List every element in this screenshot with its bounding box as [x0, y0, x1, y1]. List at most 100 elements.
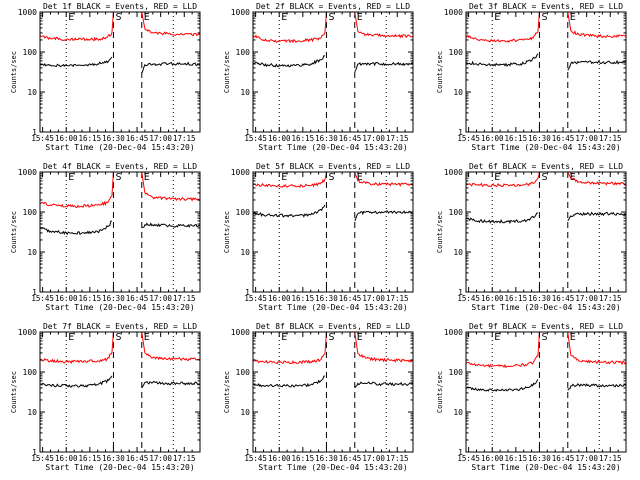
y-tick-label: 1	[245, 448, 250, 457]
x-tick-label: 16:30	[102, 294, 125, 303]
x-tick-label: 17:00	[362, 294, 385, 303]
panel-title: Det 2f BLACK = Events, RED = LLD	[256, 2, 410, 11]
lld-rate-line	[354, 12, 413, 39]
event-marker-label: E	[144, 172, 150, 183]
x-tick-label: 16:30	[528, 454, 551, 463]
x-tick-label: 16:15	[292, 294, 315, 303]
event-marker-label: S	[115, 172, 121, 183]
lld-rate-line	[567, 332, 626, 366]
x-tick-label: 15:45	[31, 454, 54, 463]
event-marker-label: S	[541, 172, 547, 183]
x-axis-label: Start Time (20-Dec-04 15:43:20)	[45, 143, 194, 152]
plot-frame	[39, 11, 201, 133]
x-tick-label: 17:15	[599, 454, 622, 463]
y-tick-label: 1	[32, 128, 37, 137]
event-marker-label: S	[115, 332, 121, 343]
x-axis-label: Start Time (20-Dec-04 15:43:20)	[258, 143, 407, 152]
y-tick-label: 100	[23, 208, 38, 217]
x-tick-label: 16:30	[528, 134, 551, 143]
event-marker-label: E	[570, 172, 576, 183]
y-tick-label: 1	[32, 288, 37, 297]
x-tick-label: 16:15	[505, 134, 528, 143]
y-tick-label: 1	[32, 448, 37, 457]
x-tick-label: 16:15	[292, 134, 315, 143]
event-marker-label: E	[68, 172, 74, 183]
x-tick-label: 16:45	[339, 454, 362, 463]
events-rate-line	[141, 222, 200, 229]
y-axis-label: Counts/sec	[223, 371, 231, 413]
event-marker-label: E	[68, 332, 74, 343]
event-marker-label: E	[494, 12, 500, 23]
y-tick-label: 1000	[444, 328, 463, 337]
x-tick-label: 15:45	[31, 294, 54, 303]
y-tick-label: 1000	[18, 328, 37, 337]
events-rate-line	[40, 375, 113, 388]
x-axis-label: Start Time (20-Dec-04 15:43:20)	[471, 463, 620, 472]
events-rate-line	[466, 212, 538, 225]
lld-rate-line	[466, 12, 540, 43]
x-tick-label: 15:45	[457, 134, 480, 143]
event-marker-label: S	[328, 172, 334, 183]
events-rate-line	[40, 56, 113, 68]
y-tick-label: 1	[245, 128, 250, 137]
lld-rate-line	[253, 172, 327, 188]
x-axis-label: Start Time (20-Dec-04 15:43:20)	[45, 303, 194, 312]
events-rate-line	[253, 55, 325, 68]
y-axis-label: Counts/sec	[223, 211, 231, 253]
y-axis-label: Counts/sec	[10, 371, 18, 413]
x-tick-label: 17:00	[575, 454, 598, 463]
lld-rate-line	[567, 12, 626, 39]
event-marker-label: E	[357, 172, 363, 183]
event-marker-label: E	[570, 12, 576, 23]
y-tick-label: 10	[240, 88, 250, 97]
x-tick-label: 16:45	[126, 294, 149, 303]
x-tick-label: 16:00	[481, 134, 504, 143]
lld-rate-line	[40, 172, 114, 209]
plot-frame	[39, 331, 201, 453]
x-tick-label: 15:45	[244, 454, 267, 463]
x-tick-label: 16:30	[315, 454, 338, 463]
x-tick-label: 17:15	[173, 294, 196, 303]
event-marker-label: E	[494, 332, 500, 343]
lld-rate-line	[567, 172, 626, 186]
event-marker-label: S	[115, 12, 121, 23]
y-tick-label: 10	[27, 248, 37, 257]
x-tick-label: 16:30	[315, 134, 338, 143]
y-tick-label: 10	[240, 408, 250, 417]
x-tick-label: 16:15	[505, 294, 528, 303]
x-tick-label: 16:00	[268, 454, 291, 463]
x-tick-label: 16:15	[505, 454, 528, 463]
y-axis-label: Counts/sec	[223, 51, 231, 93]
panel-title: Det 5f BLACK = Events, RED = LLD	[256, 162, 410, 171]
y-tick-label: 1000	[231, 168, 250, 177]
lld-rate-line	[253, 332, 327, 365]
event-marker-label: E	[357, 12, 363, 23]
x-tick-label: 16:45	[552, 454, 575, 463]
y-tick-label: 100	[236, 368, 251, 377]
x-tick-label: 16:30	[315, 294, 338, 303]
plot-frame	[252, 171, 414, 293]
lld-rate-line	[141, 12, 200, 37]
x-tick-label: 16:45	[552, 294, 575, 303]
event-marker-label: E	[281, 332, 287, 343]
x-tick-label: 17:15	[173, 454, 196, 463]
events-rate-line	[466, 379, 539, 392]
y-tick-label: 100	[23, 368, 38, 377]
x-axis-label: Start Time (20-Dec-04 15:43:20)	[471, 303, 620, 312]
x-tick-label: 17:00	[362, 134, 385, 143]
y-tick-label: 100	[449, 208, 464, 217]
plot-frame	[252, 11, 414, 133]
events-rate-line	[141, 61, 200, 74]
panel-title: Det 8f BLACK = Events, RED = LLD	[256, 322, 410, 331]
y-tick-label: 10	[453, 408, 463, 417]
event-marker-label: S	[328, 332, 334, 343]
lld-rate-line	[466, 172, 540, 187]
y-tick-label: 100	[236, 208, 251, 217]
